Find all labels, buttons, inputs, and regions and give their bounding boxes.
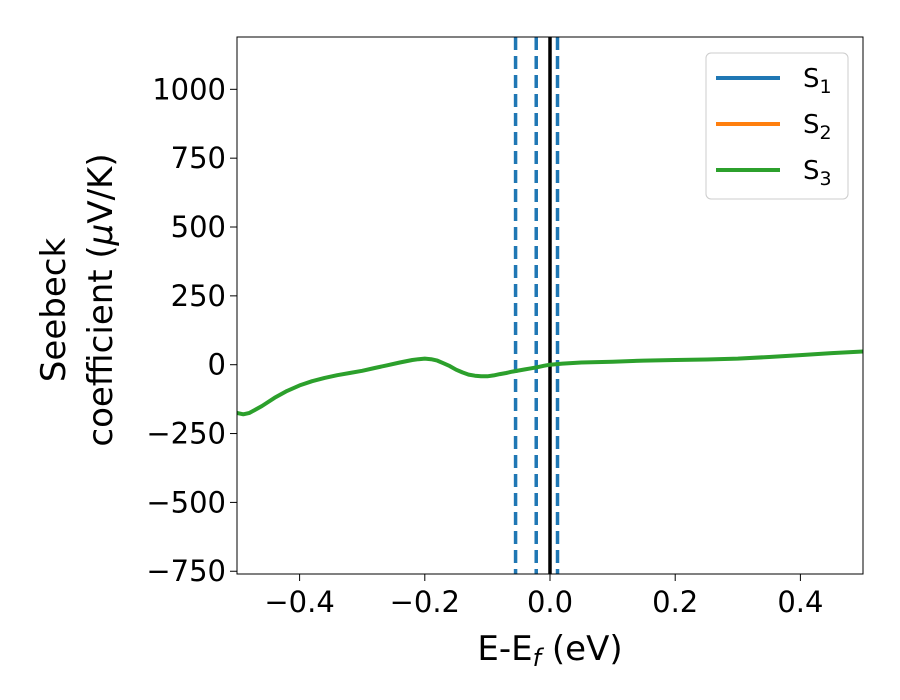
y-tick-label: 750 bbox=[171, 141, 226, 175]
y-tick-label: −250 bbox=[146, 417, 226, 451]
x-tick-label: −0.2 bbox=[390, 585, 460, 619]
y-axis-label-coefficient: coefficient ( bbox=[81, 245, 121, 446]
x-tick-label: 0.4 bbox=[777, 585, 823, 619]
legend: S1 S2 S3 bbox=[705, 52, 849, 200]
x-axis-label-main: E-E bbox=[477, 629, 532, 669]
x-tick-label: −0.4 bbox=[264, 585, 334, 619]
y-axis-label-line2: coefficient (μV/K) bbox=[81, 153, 121, 446]
x-axis-label-unit: (eV) bbox=[541, 629, 623, 669]
plot-series bbox=[237, 37, 863, 574]
legend-label-s2: S2 bbox=[803, 110, 832, 144]
y-tick-label: 0 bbox=[208, 348, 226, 382]
legend-label-s3: S3 bbox=[803, 156, 832, 190]
y-axis-label-unit: V/K) bbox=[81, 153, 121, 223]
y-tick-label: −750 bbox=[146, 554, 226, 588]
plot-area bbox=[237, 37, 863, 574]
y-tick-label: 1000 bbox=[152, 72, 226, 106]
y-tick-label: 500 bbox=[171, 210, 226, 244]
legend-label-s1: S1 bbox=[803, 64, 832, 98]
seebeck-curve-line bbox=[237, 349, 863, 417]
y-tick-label: −500 bbox=[146, 485, 226, 519]
x-tick-label: 0.0 bbox=[527, 585, 573, 619]
y-axis-label-line1: Seebeck bbox=[34, 238, 74, 383]
y-tick-label: 250 bbox=[171, 279, 226, 313]
y-axis-label-mu: μ bbox=[81, 224, 121, 247]
x-tick-label: 0.2 bbox=[652, 585, 698, 619]
axes: −0.4 −0.2 0.0 0.2 0.4 −750 −500 −250 0 250 500 750 1… bbox=[146, 36, 864, 619]
x-axis-label: E-Ef (eV) bbox=[477, 629, 622, 672]
